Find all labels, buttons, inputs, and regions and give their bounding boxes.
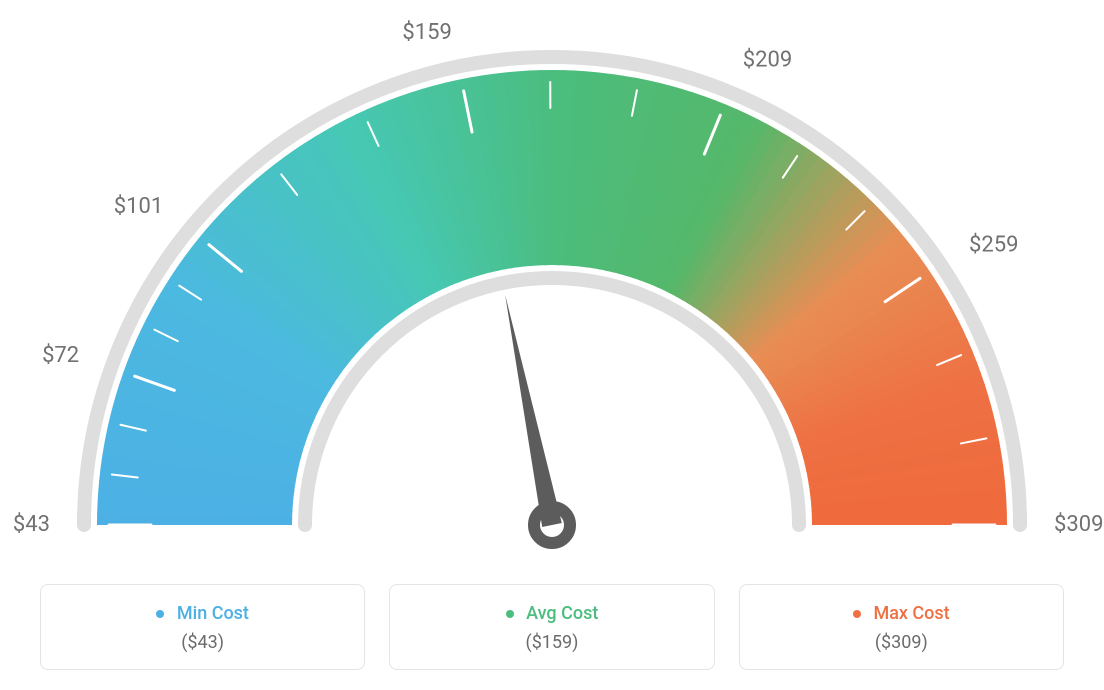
legend-title-avg: Avg Cost xyxy=(400,603,703,624)
legend-card-max: Max Cost ($309) xyxy=(739,584,1064,670)
gauge-tick-label: $209 xyxy=(743,47,792,72)
legend-dot-min xyxy=(156,610,164,618)
gauge-svg: $43 $72 $101 $159 $209 $259 $309 xyxy=(0,0,1104,570)
legend-label-avg: Avg Cost xyxy=(526,603,598,624)
legend-value-avg: ($159) xyxy=(400,632,703,653)
legend-dot-avg xyxy=(506,610,514,618)
gauge-tick-label: $309 xyxy=(1054,512,1103,537)
gauge-area: $43 $72 $101 $159 $209 $259 $309 xyxy=(0,0,1104,570)
legend-label-min: Min Cost xyxy=(177,603,249,624)
gauge-tick-label: $43 xyxy=(13,512,50,537)
gauge-tick-label: $101 xyxy=(114,194,163,219)
gauge-needle xyxy=(505,295,562,527)
gauge-tick-label: $72 xyxy=(42,343,79,368)
legend-value-min: ($43) xyxy=(51,632,354,653)
legend-title-min: Min Cost xyxy=(51,603,354,624)
legend-card-avg: Avg Cost ($159) xyxy=(389,584,714,670)
legend-value-max: ($309) xyxy=(750,632,1053,653)
legend-dot-max xyxy=(853,610,861,618)
gauge-tick-label: $259 xyxy=(969,232,1018,257)
legend-label-max: Max Cost xyxy=(873,603,949,624)
legend-row: Min Cost ($43) Avg Cost ($159) Max Cost … xyxy=(0,584,1104,670)
legend-title-max: Max Cost xyxy=(750,603,1053,624)
gauge-tick-label: $159 xyxy=(402,20,451,45)
gauge-chart-container: $43 $72 $101 $159 $209 $259 $309 Min Cost ($43… xyxy=(0,0,1104,690)
legend-card-min: Min Cost ($43) xyxy=(40,584,365,670)
